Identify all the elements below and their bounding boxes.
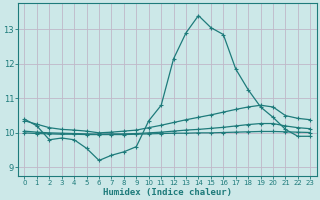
X-axis label: Humidex (Indice chaleur): Humidex (Indice chaleur): [103, 188, 232, 197]
